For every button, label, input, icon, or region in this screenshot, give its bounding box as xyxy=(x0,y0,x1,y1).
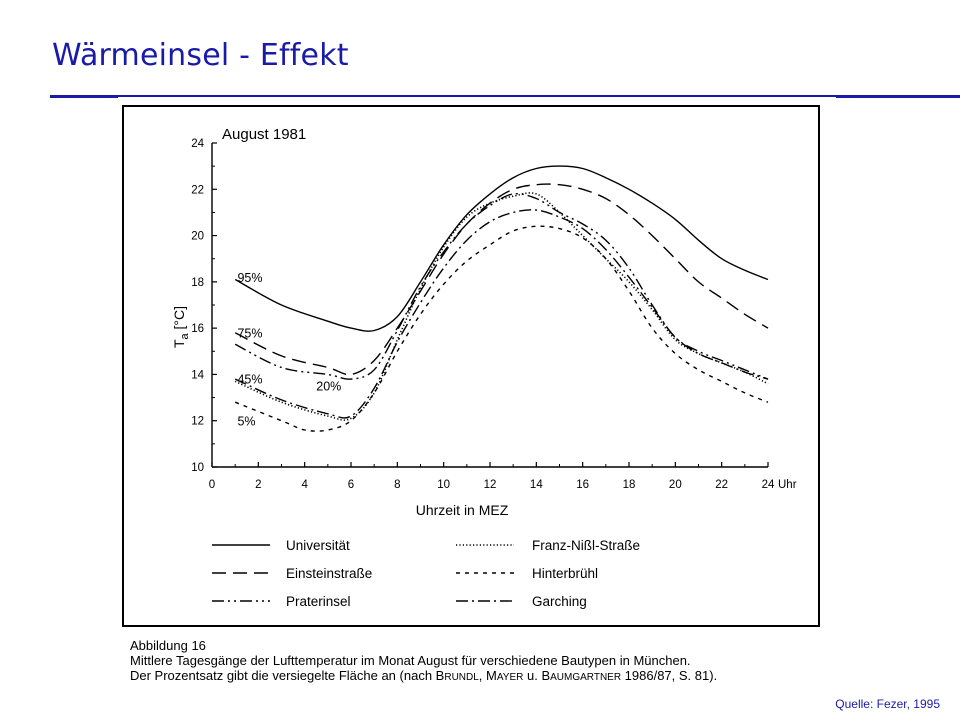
y-axis-label-sub: a xyxy=(179,332,191,339)
x-tick-label: 4 xyxy=(301,479,308,491)
legend-label: Praterinsel xyxy=(286,594,351,609)
caption-line-3-pre: Der Prozentsatz gibt die versiegelte Flä… xyxy=(130,668,436,683)
y-tick-label: 14 xyxy=(191,369,204,381)
series-line-6 xyxy=(234,209,769,419)
legend-label: Garching xyxy=(532,594,587,609)
legend-label: Einsteinstraße xyxy=(286,566,372,581)
author-3: Baumgartner xyxy=(541,668,622,683)
y-tick-label: 24 xyxy=(191,138,204,150)
caption-line-2: Mittlere Tagesgänge der Lufttemperatur i… xyxy=(130,653,691,668)
series-line-1 xyxy=(234,165,769,332)
x-tick-label: 6 xyxy=(348,479,354,491)
caption-line-3-post: 1986/87, S. 81). xyxy=(621,668,718,683)
chart-annotations: 95% 75% 45% 20% 5% xyxy=(237,271,341,428)
author-1: Brundl xyxy=(435,668,479,683)
title-rule-right xyxy=(836,95,960,98)
figure-frame: 10 12 14 16 18 20 22 24 0 2 4 6 8 10 12 14 16 18 20 22 24 Uhr… xyxy=(122,105,820,627)
x-tick-label: 0 xyxy=(209,479,215,491)
y-axis-label: Ta [°C] xyxy=(171,306,191,348)
caption-sep-1: , xyxy=(478,668,487,683)
y-tick-label: 10 xyxy=(191,462,204,474)
caption-line-1: Abbildung 16 xyxy=(130,638,206,653)
y-tick-label: 20 xyxy=(191,231,204,243)
slide-title: Wärmeinsel - Effekt xyxy=(52,38,349,73)
series-line-2 xyxy=(234,183,769,376)
x-tick-label: 16 xyxy=(576,479,589,491)
x-tick-label: 2 xyxy=(255,479,261,491)
author-2: Mayer xyxy=(486,668,524,683)
y-axis-label-unit: [°C] xyxy=(171,306,187,333)
y-tick-label: 18 xyxy=(191,277,204,289)
legend-label: Franz-Nißl-Straße xyxy=(532,538,640,553)
x-tick-label: 12 xyxy=(484,479,497,491)
x-tick-label: 14 xyxy=(530,479,543,491)
title-rule-middle xyxy=(118,95,836,97)
title-rule-left xyxy=(50,95,118,98)
percent-annotation: 75% xyxy=(237,326,262,340)
chart-legend: Universität Einsteinstraße Praterinsel Fran… xyxy=(212,538,640,609)
y-tick-label: 16 xyxy=(191,323,204,335)
legend-label: Universität xyxy=(286,538,350,553)
chart-series xyxy=(234,165,769,432)
caption-line-3: Der Prozentsatz gibt die versiegelte Flä… xyxy=(130,668,717,685)
series-line-4 xyxy=(234,192,769,421)
percent-annotation: 95% xyxy=(237,271,262,285)
y-axis-label-main: T xyxy=(171,339,187,348)
x-tick-label: 22 xyxy=(715,479,728,491)
x-tick-label: 8 xyxy=(394,479,400,491)
series-line-3 xyxy=(234,192,769,380)
chart-title: August 1981 xyxy=(222,126,306,143)
x-tick-label: 24 xyxy=(762,479,775,491)
percent-annotation: 20% xyxy=(316,380,341,394)
caption-sep-2: u. xyxy=(523,668,542,683)
y-tick-label: 12 xyxy=(191,416,204,428)
x-tick-label: 10 xyxy=(437,479,450,491)
legend-label: Hinterbrühl xyxy=(532,566,598,581)
y-tick-label: 22 xyxy=(191,184,204,196)
percent-annotation: 5% xyxy=(237,414,255,428)
series-line-5 xyxy=(234,225,769,432)
figure-caption: Abbildung 16 Mittlere Tagesgänge der Luf… xyxy=(130,638,717,685)
x-unit-label: Uhr xyxy=(778,479,797,491)
source-credit: Quelle: Fezer, 1995 xyxy=(835,697,940,711)
percent-annotation: 45% xyxy=(237,373,262,387)
x-tick-label: 20 xyxy=(669,479,682,491)
x-tick-label: 18 xyxy=(623,479,636,491)
x-axis-label: Uhrzeit in MEZ xyxy=(416,502,509,518)
